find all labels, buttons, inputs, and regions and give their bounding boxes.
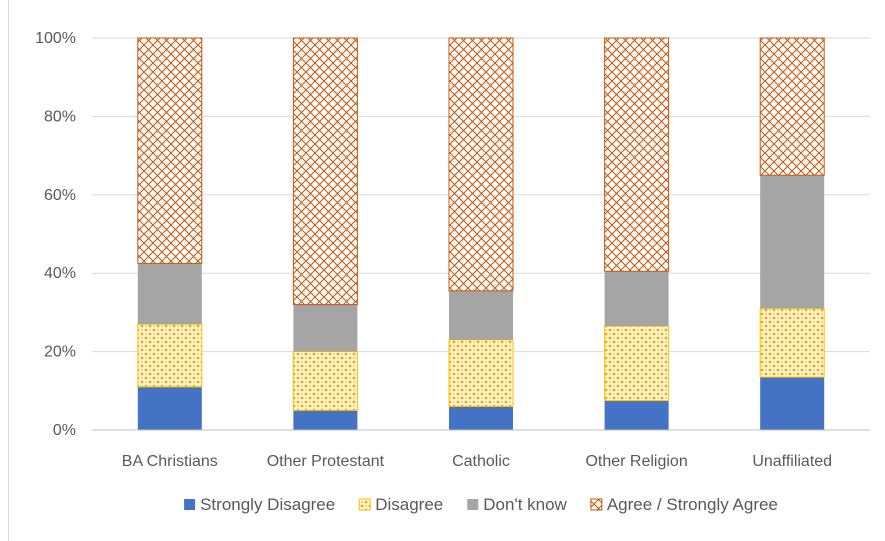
- legend: Strongly Disagree Disagree Don't know Agree…: [184, 495, 778, 514]
- y-tick-label: 60%: [44, 187, 76, 204]
- bar-segment-strongly-disagree: [760, 377, 825, 430]
- bar-segment-disagree: [448, 339, 514, 407]
- bar-segment-strongly-disagree: [293, 410, 358, 430]
- bar-segment-agree-strongly-agree: [448, 37, 514, 292]
- legend-swatch: [467, 499, 479, 510]
- legend-swatch: [358, 498, 371, 511]
- x-tick-label: Unaffiliated: [752, 453, 832, 470]
- legend-item-don-t-know: Don't know: [467, 495, 568, 514]
- bar-segment-agree-strongly-agree: [759, 37, 825, 176]
- bar-segment-don-t-know: [137, 263, 202, 325]
- legend-label: Don't know: [483, 495, 567, 514]
- y-tick-label: 40%: [44, 265, 76, 282]
- bar-segment-strongly-disagree: [604, 400, 669, 430]
- x-axis-categories: BA Christians Other Protestant Catholic Oth…: [122, 453, 832, 470]
- y-tick-label: 100%: [35, 30, 76, 47]
- y-axis-ticks: 0% 20% 40% 60% 80% 100%: [35, 30, 76, 439]
- bar-segment-disagree: [292, 351, 358, 411]
- bar-segment-disagree: [759, 307, 825, 378]
- bars: [137, 37, 825, 430]
- y-tick-label: 20%: [44, 344, 76, 361]
- x-tick-label: BA Christians: [122, 453, 218, 470]
- bar-segment-agree-strongly-agree: [604, 37, 670, 272]
- bar-segment-disagree: [137, 323, 203, 388]
- x-tick-label: Other Religion: [585, 453, 687, 470]
- legend-label: Agree / Strongly Agree: [607, 495, 778, 514]
- x-tick-label: Catholic: [452, 453, 510, 470]
- bar-segment-don-t-know: [449, 290, 513, 340]
- bar-segment-strongly-disagree: [137, 386, 202, 430]
- legend-label: Strongly Disagree: [200, 495, 335, 514]
- bar-segment-agree-strongly-agree: [137, 37, 203, 264]
- legend-swatch: [184, 499, 196, 510]
- y-tick-label: 0%: [53, 422, 76, 439]
- legend-item-agree-strongly-agree: Agree / Strongly Agree: [590, 495, 778, 514]
- bar-segment-don-t-know: [760, 175, 825, 309]
- bar-segment-disagree: [604, 325, 670, 402]
- bar-segment-don-t-know: [604, 271, 669, 327]
- legend-swatch: [590, 498, 603, 511]
- legend-item-strongly-disagree: Strongly Disagree: [184, 495, 335, 514]
- bar-segment-don-t-know: [293, 304, 358, 352]
- legend-item-disagree: Disagree: [358, 495, 443, 514]
- y-tick-label: 80%: [44, 108, 76, 125]
- x-tick-label: Other Protestant: [267, 453, 385, 470]
- legend-label: Disagree: [375, 495, 443, 514]
- bar-segment-agree-strongly-agree: [292, 37, 358, 306]
- bar-segment-strongly-disagree: [449, 406, 513, 430]
